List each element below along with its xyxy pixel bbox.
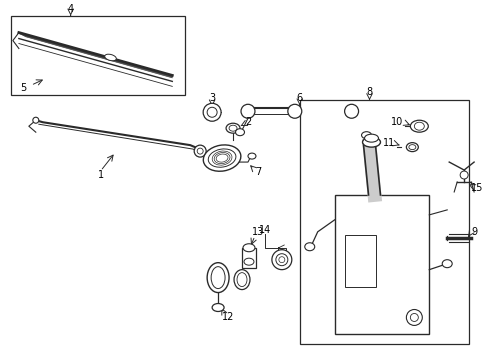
Text: 13: 13 <box>251 227 264 237</box>
Text: 5: 5 <box>20 84 26 93</box>
Bar <box>344 235 376 287</box>
Ellipse shape <box>237 273 246 287</box>
Ellipse shape <box>203 145 241 171</box>
Circle shape <box>344 104 358 118</box>
Ellipse shape <box>225 123 240 133</box>
Ellipse shape <box>243 244 254 252</box>
Circle shape <box>207 107 217 117</box>
Ellipse shape <box>408 145 415 150</box>
Bar <box>242 248 255 268</box>
Circle shape <box>278 257 285 263</box>
Text: 12: 12 <box>222 312 234 323</box>
Bar <box>11 15 185 95</box>
Bar <box>334 195 428 334</box>
Text: 1: 1 <box>97 170 103 180</box>
Text: 7: 7 <box>254 167 261 177</box>
Text: 8: 8 <box>366 87 372 97</box>
Ellipse shape <box>212 303 224 311</box>
Ellipse shape <box>361 132 371 139</box>
Ellipse shape <box>216 154 227 162</box>
Ellipse shape <box>409 120 427 132</box>
Circle shape <box>203 103 221 121</box>
Text: 4: 4 <box>67 4 74 14</box>
Circle shape <box>271 250 291 270</box>
Text: 6: 6 <box>296 93 302 103</box>
Text: 9: 9 <box>470 227 476 237</box>
Ellipse shape <box>211 267 224 289</box>
Circle shape <box>409 314 417 321</box>
Text: 14: 14 <box>258 225 270 235</box>
Ellipse shape <box>244 258 253 265</box>
Text: 15: 15 <box>470 183 482 193</box>
Circle shape <box>406 310 422 325</box>
Circle shape <box>241 104 254 118</box>
Ellipse shape <box>235 129 244 136</box>
Ellipse shape <box>228 125 237 131</box>
Bar <box>277 248 285 260</box>
Ellipse shape <box>247 153 255 159</box>
Text: 2: 2 <box>244 117 251 127</box>
Circle shape <box>33 117 39 123</box>
Ellipse shape <box>304 243 314 251</box>
Ellipse shape <box>441 260 451 268</box>
Ellipse shape <box>364 134 378 142</box>
Circle shape <box>459 171 467 179</box>
Circle shape <box>194 145 206 157</box>
Text: 10: 10 <box>390 117 403 127</box>
Ellipse shape <box>212 151 231 165</box>
Ellipse shape <box>214 153 229 164</box>
Ellipse shape <box>234 270 249 289</box>
Circle shape <box>287 104 301 118</box>
Circle shape <box>197 148 203 154</box>
Circle shape <box>275 254 287 266</box>
Ellipse shape <box>104 54 116 61</box>
Ellipse shape <box>413 122 424 130</box>
Ellipse shape <box>406 143 417 152</box>
Ellipse shape <box>207 263 228 293</box>
Text: 3: 3 <box>209 93 215 103</box>
Text: 11: 11 <box>383 138 395 148</box>
Ellipse shape <box>208 149 235 167</box>
Bar <box>299 100 468 345</box>
Ellipse shape <box>362 137 380 147</box>
